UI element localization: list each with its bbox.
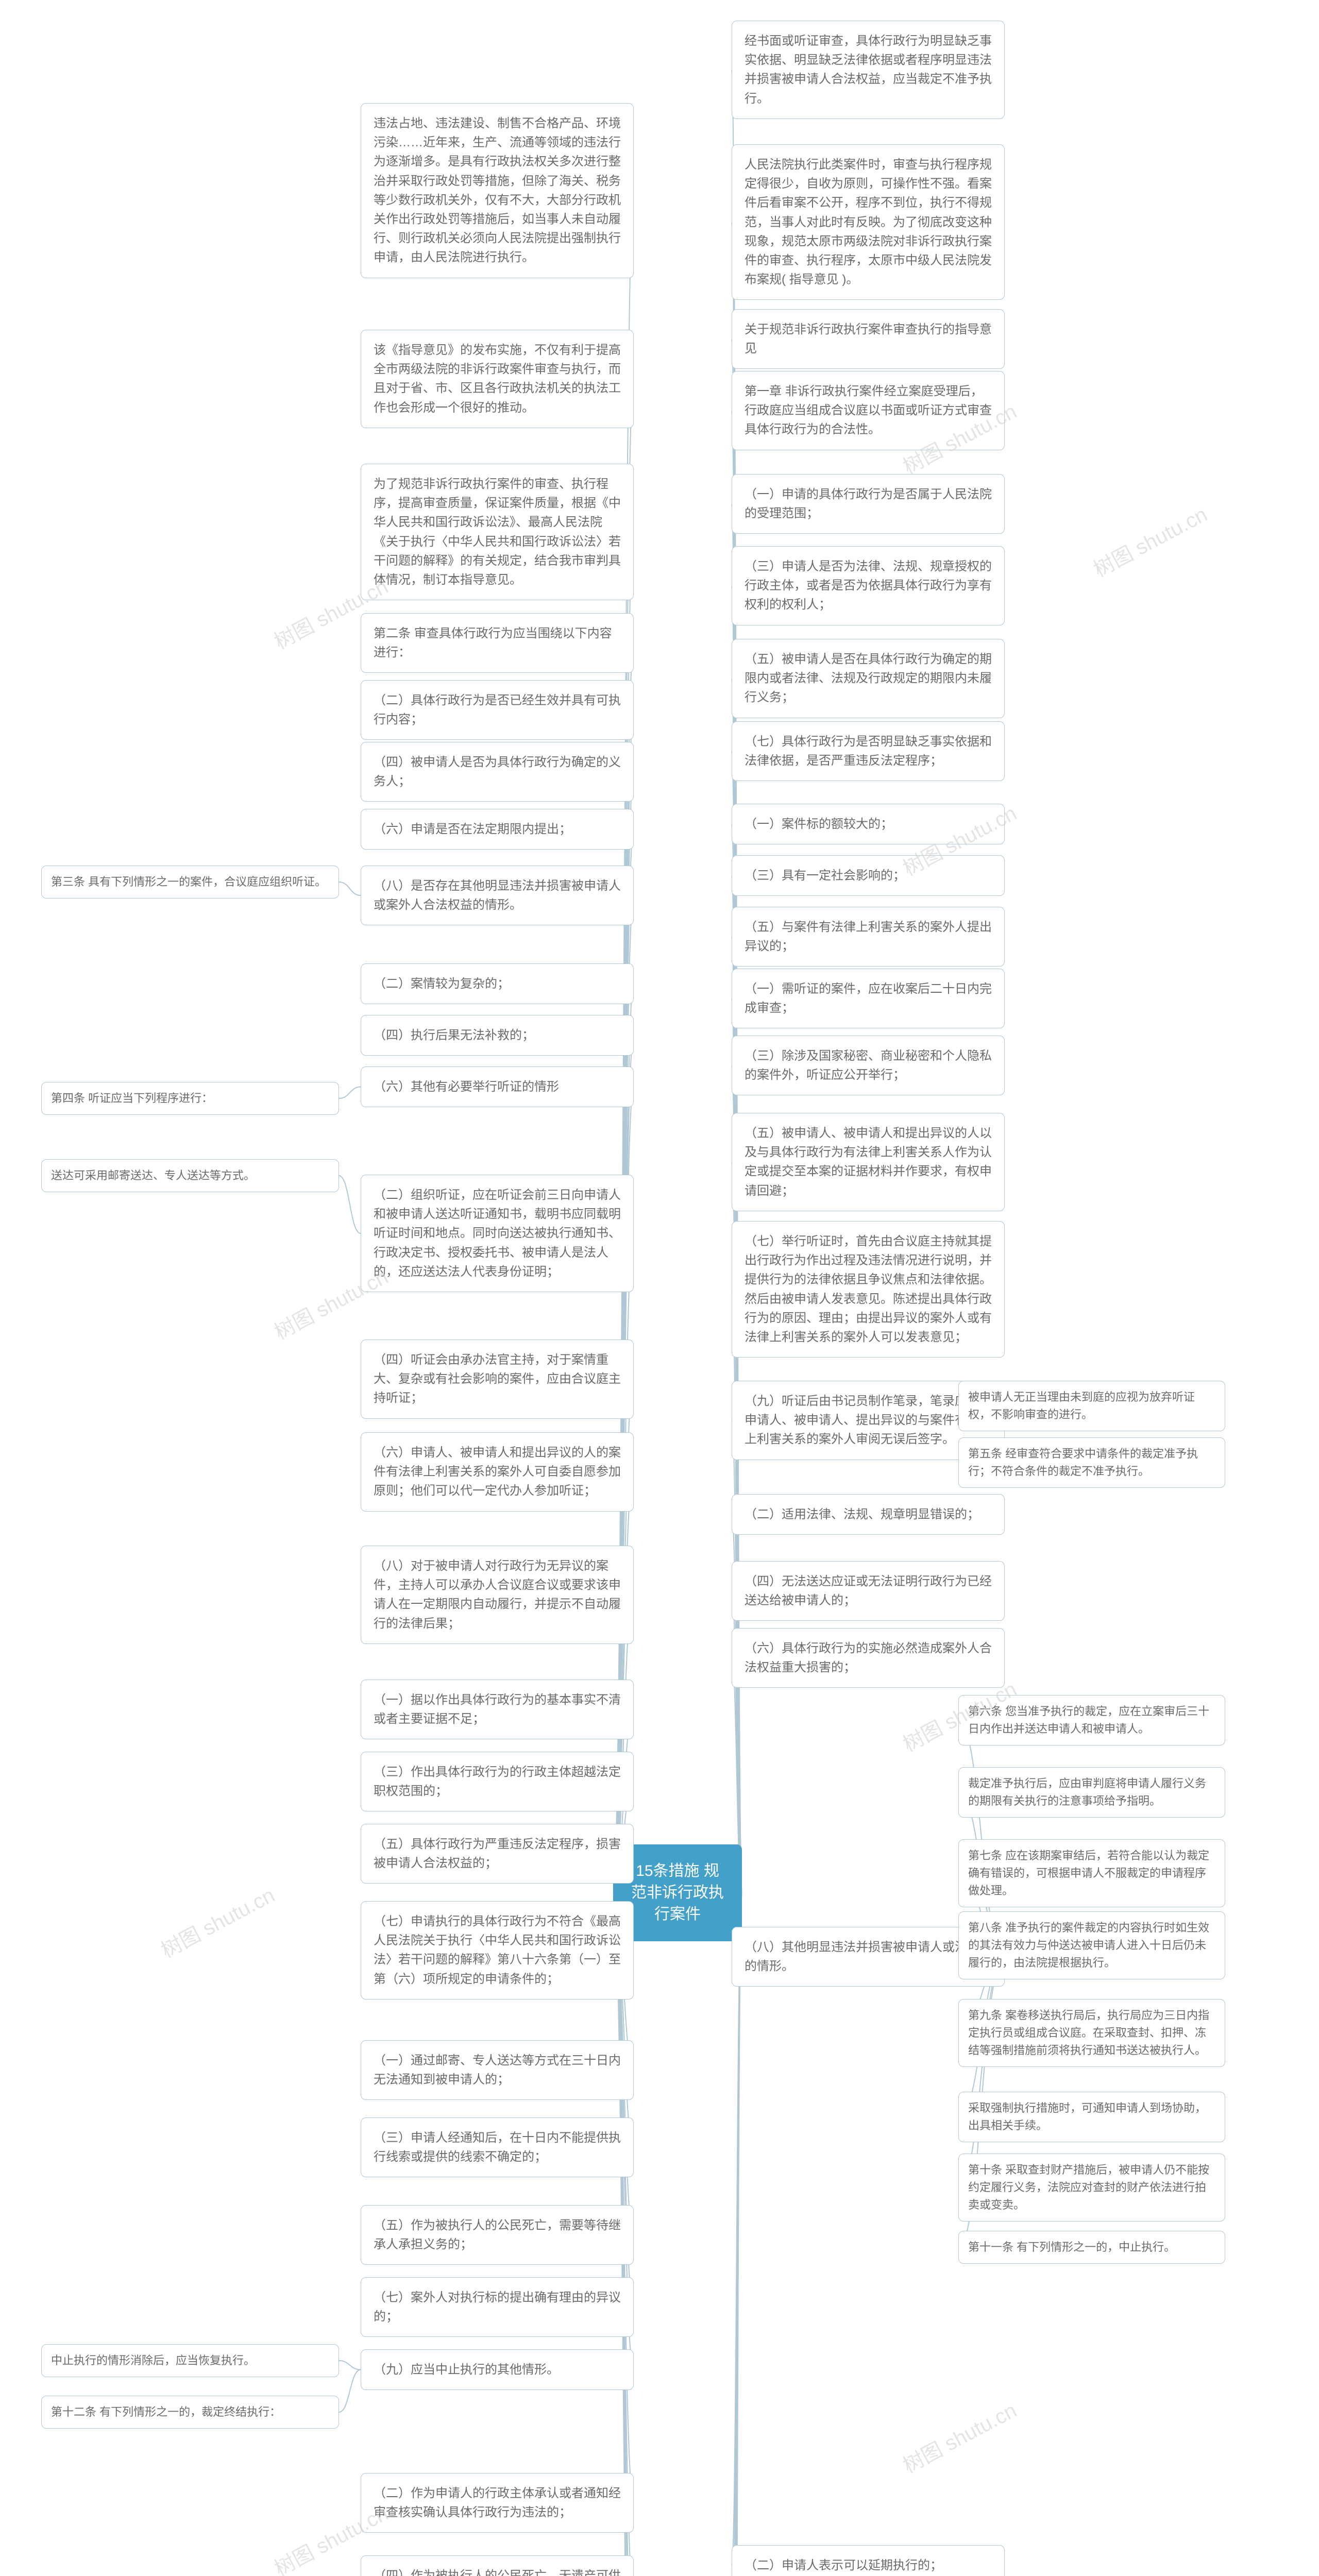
node-L1_14: （六）申请人、被申请人和提出异议的人的案件有法律上利害关系的案外人可自委自愿参加… (361, 1432, 634, 1512)
edge (732, 1893, 742, 2566)
node-R1_21: （二）申请人表示可以延期执行的； (732, 2545, 1005, 2576)
edge (732, 1893, 742, 2576)
node-L1_4: 第二条 审查具体行政行为应当围绕以下内容进行： (361, 613, 634, 673)
node-L1_22: （五）作为被执行人的公民死亡，需要等待继承人承担义务的； (361, 2205, 634, 2265)
edge (339, 1087, 361, 1099)
edge (732, 1893, 742, 2576)
node-R1_9: （一）案件标的额较大的； (732, 804, 1005, 844)
node-R1_11: （五）与案件有法律上利害关系的案外人提出异议的； (732, 907, 1005, 967)
node-L1_17: （三）作出具体行政行为的行政主体超越法定职权范围的； (361, 1752, 634, 1811)
edge (732, 1893, 742, 2576)
edge (339, 2361, 361, 2370)
edge (613, 379, 634, 1893)
node-R1_13: （三）除涉及国家秘密、商业秘密和个人隐私的案件外，听证应公开举行； (732, 1036, 1005, 1095)
node-R1_19: （六）具体行政行为的实施必然造成案外人合法权益重大损害的； (732, 1628, 1005, 1688)
edge (732, 1893, 742, 2576)
edge (732, 1893, 742, 2576)
node-L1_12: （二）组织听证，应在听证会前三日向申请人和被申请人送达听证通知书，载明书应同载明… (361, 1175, 634, 1292)
node-R2_7: 第九条 案卷移送执行局后，执行局应为三日内指定执行员或组成合议庭。在采取查封、扣… (958, 1999, 1225, 2067)
node-L1_21: （三）申请人经通知后，在十日内不能提供执行线索或提供的线索不确定的； (361, 2117, 634, 2177)
node-L2_3: 送达可采用邮寄送达、专人送达等方式。 (41, 1159, 339, 1192)
node-L1_18: （五）具体行政行为严重违反法定程序，损害被申请人合法权益的； (361, 1824, 634, 1884)
edge (732, 1893, 742, 2576)
node-L1_8: （八）是否存在其他明显违法并损害被申请人或案外人合法权益的情形。 (361, 866, 634, 925)
edge (339, 2370, 361, 2413)
node-L1_23: （七）案外人对执行标的提出确有理由的异议的； (361, 2277, 634, 2337)
edge (339, 1176, 361, 1233)
node-L1_6: （四）被申请人是否为具体行政行为确定的义务人； (361, 742, 634, 802)
node-L1_5: （二）具体行政行为是否已经生效并具有可执行内容； (361, 680, 634, 740)
watermark: 树图 shutu.cn (155, 1879, 279, 1964)
node-L1_16: （一）据以作出具体行政行为的基本事实不清或者主要证据不足； (361, 1680, 634, 1739)
node-R2_1: 被申请人无正当理由未到庭的应视为放弃听证权，不影响审查的进行。 (958, 1381, 1225, 1431)
node-L1_10: （四）执行后果无法补救的； (361, 1015, 634, 1056)
node-R2_3: 第六条 您当准予执行的裁定，应在立案审后三十日内作出并送达申请人和被申请人。 (958, 1695, 1225, 1745)
node-R1_12: （一）需听证的案件，应在收案后二十日内完成审查； (732, 969, 1005, 1028)
watermark: 树图 shutu.cn (1088, 498, 1212, 583)
node-R1_4: 第一章 非诉行政执行案件经立案庭受理后，行政庭应当组成合议庭以书面或听证方式审查… (732, 371, 1005, 450)
node-R1_3: 关于规范非诉行政执行案件审查执行的指导意见 (732, 309, 1005, 369)
edge (339, 882, 361, 895)
node-L2_1: 第三条 具有下列情形之一的案件，合议庭应组织听证。 (41, 866, 339, 899)
node-L1_19: （七）申请执行的具体行政行为不符合《最高人民法院关于执行〈中华人民共和国行政诉讼… (361, 1901, 634, 1999)
node-L1_13: （四）听证会由承办法官主持，对于案情重大、复杂或有社会影响的案件，应由合议庭主持… (361, 1340, 634, 1419)
node-R2_5: 第七条 应在该期案审结后，若符合能以认为裁定确有错误的，可根据申请人不服裁定的申… (958, 1839, 1225, 1907)
node-R2_6: 第八条 准予执行的案件裁定的内容执行时如生效的其法有效力与仲送达被申请人进入十日… (958, 1911, 1225, 1979)
node-R1_5: （一）申请的具体行政行为是否属于人民法院的受理范围； (732, 474, 1005, 534)
edge (732, 1893, 742, 2576)
node-R2_2: 第五条 经审查符合要求中请条件的裁定准予执行；不符合条件的裁定不准予执行。 (958, 1437, 1225, 1488)
node-R2_9: 第十条 采取查封财产措施后，被申请人仍不能按约定履行义务，法院应对查封的财产依法… (958, 2154, 1225, 2222)
node-R1_15: （七）举行听证时，首先由合议庭主持就其提出行政行为作出过程及违法情况进行说明，并… (732, 1221, 1005, 1358)
node-L1_1: 违法占地、违法建设、制售不合格产品、环境污染……近年来，生产、流通等领域的违法行… (361, 103, 634, 278)
node-L1_25: （二）作为申请人的行政主体承认或者通知经审查核实确认具体行政行为违法的； (361, 2473, 634, 2533)
node-R1_2: 人民法院执行此类案件时，审查与执行程序规定得很少，自收为原则，可操作性不强。看案… (732, 144, 1005, 300)
node-L1_26: （四）作为被执行人的公民死亡，无遗产可供执行，或没有义务履能为受强制执行履行人的… (361, 2555, 634, 2576)
edge (958, 1957, 1005, 2188)
node-R2_4: 裁定准予执行后，应由审判庭将申请人履行义务的期限有关执行的注意事项给予指明。 (958, 1767, 1225, 1818)
node-L1_9: （二）案情较为复杂的； (361, 963, 634, 1004)
node-R1_7: （五）被申请人是否在具体行政行为确定的期限内或者法律、法规及行政规定的期限内未履… (732, 639, 1005, 718)
node-R1_8: （七）具体行政行为是否明显缺乏事实依据和法律依据，是否严重违反法定程序； (732, 721, 1005, 781)
node-L2_4: 中止执行的情形消除后，应当恢复执行。 (41, 2344, 339, 2377)
node-R1_17: （二）适用法律、法规、规章明显错误的； (732, 1494, 1005, 1535)
watermark: 树图 shutu.cn (897, 2394, 1021, 2479)
node-R1_14: （五）被申请人、被申请人和提出异议的人以及与具体行政行为有法律上利害关系人作为认… (732, 1113, 1005, 1211)
node-R1_1: 经书面或听证审查，具体行政行为明显缺乏事实依据、明显缺乏法律依据或者程序明显违法… (732, 21, 1005, 119)
node-R1_18: （四）无法送达应证或无法证明行政行为已经送达给被申请人的； (732, 1561, 1005, 1621)
node-R1_10: （三）具有一定社会影响的； (732, 855, 1005, 896)
node-L1_15: （八）对于被申请人对行政行为无异议的案件，主持人可以承办人合议庭合议或要求该申请… (361, 1546, 634, 1644)
node-R2_10: 第十一条 有下列情形之一的，中止执行。 (958, 2231, 1225, 2264)
node-R2_8: 采取强制执行措施时，可通知申请人到场协助，出具相关手续。 (958, 2092, 1225, 2142)
node-L1_24: （九）应当中止执行的其他情形。 (361, 2349, 634, 2390)
node-L1_7: （六）申请是否在法定期限内提出； (361, 809, 634, 850)
node-L1_11: （六）其他有必要举行听证的情形 (361, 1066, 634, 1107)
node-L1_2: 该《指导意见》的发布实施，不仅有利于提高全市两级法院的非诉行政案件审查与执行，而… (361, 330, 634, 428)
edge (732, 1893, 742, 2576)
edge (732, 1893, 742, 2576)
node-R1_6: （三）申请人是否为法律、法规、规章授权的行政主体，或者是否为依据具体行政行为享有… (732, 546, 1005, 625)
edge (732, 1893, 742, 2576)
node-L1_20: （一）通过邮寄、专人送达等方式在三十日内无法通知到被申请人的； (361, 2040, 634, 2100)
mindmap-canvas: 15条措施 规范非诉行政执行案件经书面或听证审查，具体行政行为明显缺乏事实依据、… (0, 0, 1319, 2576)
node-L1_3: 为了规范非诉行政执行案件的审查、执行程序，提高审查质量，保证案件质量，根据《中华… (361, 464, 634, 600)
node-L2_2: 第四条 听证应当下列程序进行： (41, 1082, 339, 1115)
node-L2_5: 第十二条 有下列情形之一的，裁定终结执行： (41, 2396, 339, 2429)
